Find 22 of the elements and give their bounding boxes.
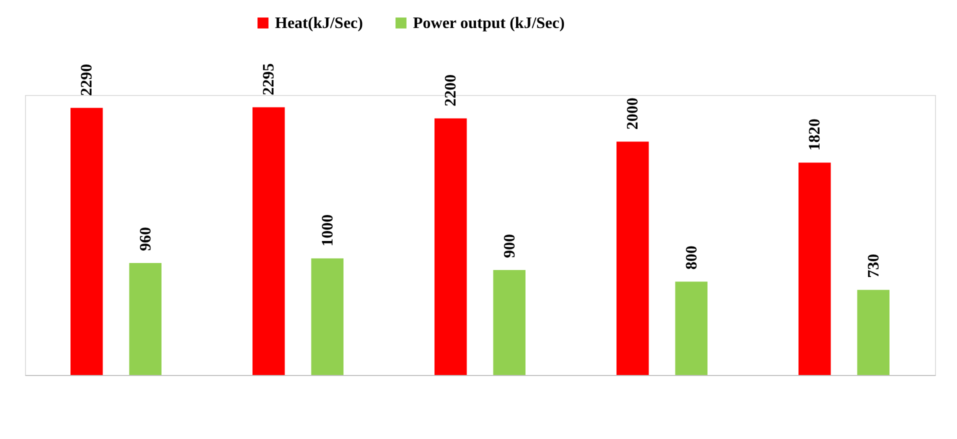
bar <box>857 290 890 375</box>
data-label: 960 <box>137 227 154 251</box>
bar <box>798 162 831 375</box>
bar <box>616 142 649 375</box>
bar <box>311 258 344 375</box>
data-label: 2290 <box>78 64 96 96</box>
data-label: 730 <box>865 254 882 278</box>
data-label: 900 <box>501 234 518 258</box>
data-label: 2295 <box>260 63 278 96</box>
bar <box>493 270 526 375</box>
bar <box>434 118 467 375</box>
data-label: 2000 <box>624 98 642 130</box>
data-label: 2200 <box>442 74 460 106</box>
bar <box>252 107 285 375</box>
legend-label: Power output (kJ/Sec) <box>413 15 565 32</box>
data-label: 800 <box>683 246 700 270</box>
data-label: 1820 <box>806 118 824 151</box>
legend-label: Heat(kJ/Sec) <box>275 15 363 32</box>
data-label: 1000 <box>319 214 336 246</box>
bar <box>675 282 708 375</box>
bar <box>70 108 103 375</box>
bar <box>129 263 162 375</box>
